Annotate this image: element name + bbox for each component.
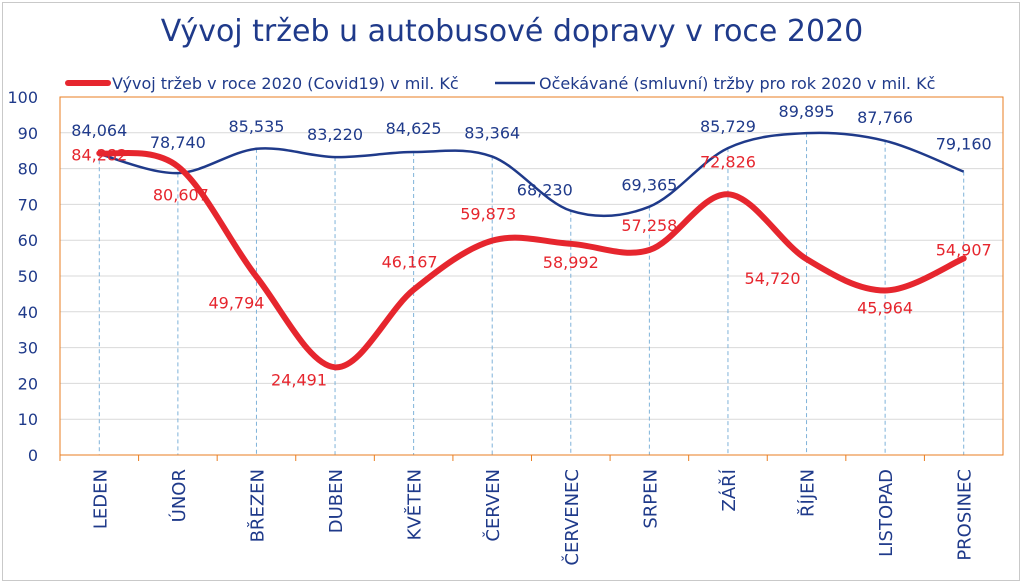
data-label-expected: 68,230 — [517, 181, 573, 200]
data-label-expected: 84,064 — [71, 121, 127, 140]
x-tick-label: PROSINEC — [955, 469, 976, 561]
x-tick-label: ZÁŘÍ — [718, 469, 740, 511]
data-label-actual: 59,873 — [460, 205, 516, 224]
data-label-expected: 83,220 — [307, 125, 363, 144]
x-tick-label: ČERVENEC — [561, 469, 583, 566]
data-label-actual: 54,720 — [745, 269, 801, 288]
x-tick-label: SRPEN — [640, 469, 661, 529]
data-label-expected: 85,729 — [700, 117, 756, 136]
y-tick-label: 40 — [18, 303, 38, 322]
legend-label-actual: Vývoj tržeb v roce 2020 (Covid19) v mil.… — [112, 74, 459, 93]
data-label-actual: 80,607 — [153, 185, 209, 204]
x-tick-label: BŘEZEN — [246, 469, 268, 542]
data-label-expected: 79,160 — [936, 135, 992, 154]
y-tick-label: 80 — [18, 160, 38, 179]
y-tick-label: 70 — [18, 195, 38, 214]
data-label-expected: 83,364 — [464, 124, 520, 143]
y-tick-label: 0 — [28, 446, 38, 465]
x-tick-label: KVĚTEN — [404, 469, 426, 540]
y-tick-label: 100 — [7, 88, 38, 107]
x-tick-label: ČERVEN — [482, 469, 504, 542]
x-tick-label: LISTOPAD — [876, 469, 897, 557]
x-tick-label: ÚNOR — [168, 469, 190, 522]
data-label-actual: 24,491 — [271, 370, 327, 389]
x-tick-label: ŘÍJEN — [797, 469, 819, 517]
data-label-actual: 72,826 — [700, 152, 756, 171]
data-label-expected: 89,895 — [779, 102, 835, 121]
y-tick-label: 30 — [18, 339, 38, 358]
y-tick-label: 10 — [18, 410, 38, 429]
data-label-actual: 46,167 — [382, 253, 438, 272]
data-label-actual: 84,282 — [71, 145, 127, 164]
data-label-expected: 85,535 — [228, 117, 284, 136]
y-tick-label: 50 — [18, 267, 38, 286]
data-label-expected: 78,740 — [150, 133, 206, 152]
y-tick-label: 90 — [18, 124, 38, 143]
x-tick-label: DUBEN — [326, 469, 347, 533]
y-tick-label: 20 — [18, 374, 38, 393]
data-label-actual: 45,964 — [857, 298, 913, 317]
series-line-expected — [98, 131, 965, 218]
data-label-expected: 84,625 — [386, 119, 442, 138]
data-label-expected: 87,766 — [857, 108, 913, 127]
chart-title: Vývoj tržeb u autobusové dopravy v roce … — [160, 14, 864, 49]
legend-label-expected: Očekávané (smluvní) tržby pro rok 2020 v… — [539, 74, 935, 93]
series-line-actual — [96, 149, 967, 371]
data-label-actual: 54,907 — [936, 240, 992, 259]
x-tick-label: LEDEN — [90, 469, 111, 529]
data-label-actual: 49,794 — [208, 294, 264, 313]
data-label-actual: 57,258 — [621, 216, 677, 235]
data-label-expected: 69,365 — [621, 176, 677, 195]
y-tick-label: 60 — [18, 231, 38, 250]
data-label-actual: 58,992 — [543, 253, 599, 272]
